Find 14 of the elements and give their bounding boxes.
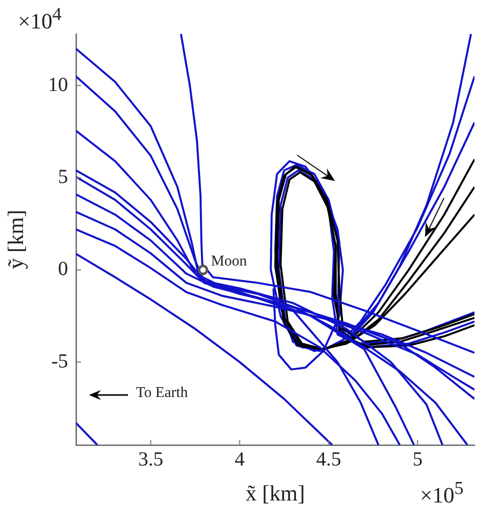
text: ×10$^{4}$: [18, 4, 62, 34]
x-axis-title: x̃ [km]: [246, 480, 305, 506]
x-tick-label: 4: [234, 448, 245, 470]
x-tick-label: 3.5: [138, 448, 164, 470]
series-label: Moon: [211, 253, 248, 270]
y-tick-label: 0: [58, 258, 68, 280]
annotation: To Earth: [136, 385, 188, 402]
x-tick-label: 5: [412, 448, 423, 470]
y-tick-label: 10: [48, 74, 68, 96]
y-tick-label: 5: [58, 166, 68, 188]
y-tick-label: -5: [51, 350, 68, 372]
x-tick-label: 4.5: [316, 448, 342, 470]
text: ×10$^{5}$: [420, 478, 464, 508]
y-axis-title: ỹ [km]: [2, 210, 28, 270]
